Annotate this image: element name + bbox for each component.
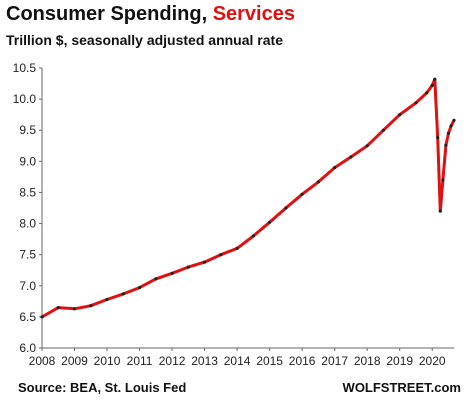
y-tick-label: 10.5: [13, 61, 37, 75]
data-point: [235, 246, 239, 250]
x-tick-label: 2010: [94, 354, 121, 368]
data-point: [300, 192, 304, 196]
data-point: [438, 209, 442, 213]
data-point: [219, 253, 223, 257]
x-axis-ticks: 2008 2009 2010 2011 2012 2013 2014 2015 2016 2017…: [29, 348, 446, 368]
data-point: [316, 180, 320, 184]
x-tick-label: 2019: [386, 354, 413, 368]
data-point: [89, 304, 93, 308]
y-tick-label: 7.0: [19, 279, 36, 293]
data-point: [284, 206, 288, 210]
y-tick-label: 7.5: [19, 248, 36, 262]
data-point: [251, 234, 255, 238]
chart-axes: [41, 68, 454, 349]
data-point: [203, 260, 207, 264]
x-tick-label: 2011: [127, 354, 153, 368]
x-tick-label: 2017: [321, 354, 348, 368]
data-point: [138, 286, 142, 290]
x-tick-label: 2009: [61, 354, 88, 368]
data-point: [154, 277, 158, 281]
series-group: [40, 77, 456, 319]
source-note: Source: BEA, St. Louis Fed: [18, 380, 187, 395]
data-point: [170, 271, 174, 275]
y-tick-label: 8.5: [19, 185, 36, 199]
x-tick-label: 2008: [29, 354, 56, 368]
y-tick-label: 6.5: [19, 310, 36, 324]
y-tick-label: 6.0: [19, 341, 36, 355]
data-point: [121, 292, 125, 296]
chart-title: Consumer Spending, Services: [6, 3, 295, 26]
series-line: [40, 77, 456, 319]
y-tick-label: 9.0: [19, 154, 36, 168]
x-tick-label: 2014: [224, 354, 251, 368]
data-point: [414, 101, 418, 105]
data-point: [365, 144, 369, 148]
x-tick-label: 2015: [256, 354, 283, 368]
data-point: [436, 136, 440, 140]
data-point: [349, 155, 353, 159]
data-point: [446, 131, 451, 135]
data-point: [425, 91, 429, 95]
data-point: [268, 220, 272, 224]
data-point: [72, 307, 77, 311]
chart-title-main: Consumer Spending,: [6, 3, 208, 25]
data-point: [56, 306, 60, 310]
data-point: [40, 315, 44, 319]
data-point: [105, 297, 109, 302]
chart-subtitle: Trillion $, seasonally adjusted annual r…: [6, 32, 283, 48]
data-point: [441, 178, 445, 182]
x-tick-label: 2020: [419, 354, 446, 368]
data-point: [186, 265, 190, 269]
y-axis-ticks: 6.0 6.5 7.0 7.5 8.0 8.5 9.0 9.5 10.0 10.5: [13, 61, 42, 355]
x-tick-label: 2016: [289, 354, 316, 368]
y-tick-label: 10.0: [13, 92, 37, 106]
data-point: [398, 113, 402, 117]
brand-label: WOLFSTREET.com: [342, 380, 461, 395]
data-point: [430, 83, 434, 87]
x-tick-label: 2012: [159, 354, 186, 368]
x-tick-label: 2018: [354, 354, 381, 368]
data-point: [333, 166, 337, 170]
data-point: [444, 143, 448, 147]
y-tick-label: 9.5: [19, 123, 36, 137]
data-point: [381, 128, 385, 132]
chart-title-highlight: Services: [212, 3, 295, 25]
y-tick-label: 8.0: [19, 217, 36, 231]
x-tick-label: 2013: [191, 354, 218, 368]
data-point: [433, 77, 437, 81]
data-point: [452, 118, 456, 122]
data-point: [449, 124, 453, 128]
